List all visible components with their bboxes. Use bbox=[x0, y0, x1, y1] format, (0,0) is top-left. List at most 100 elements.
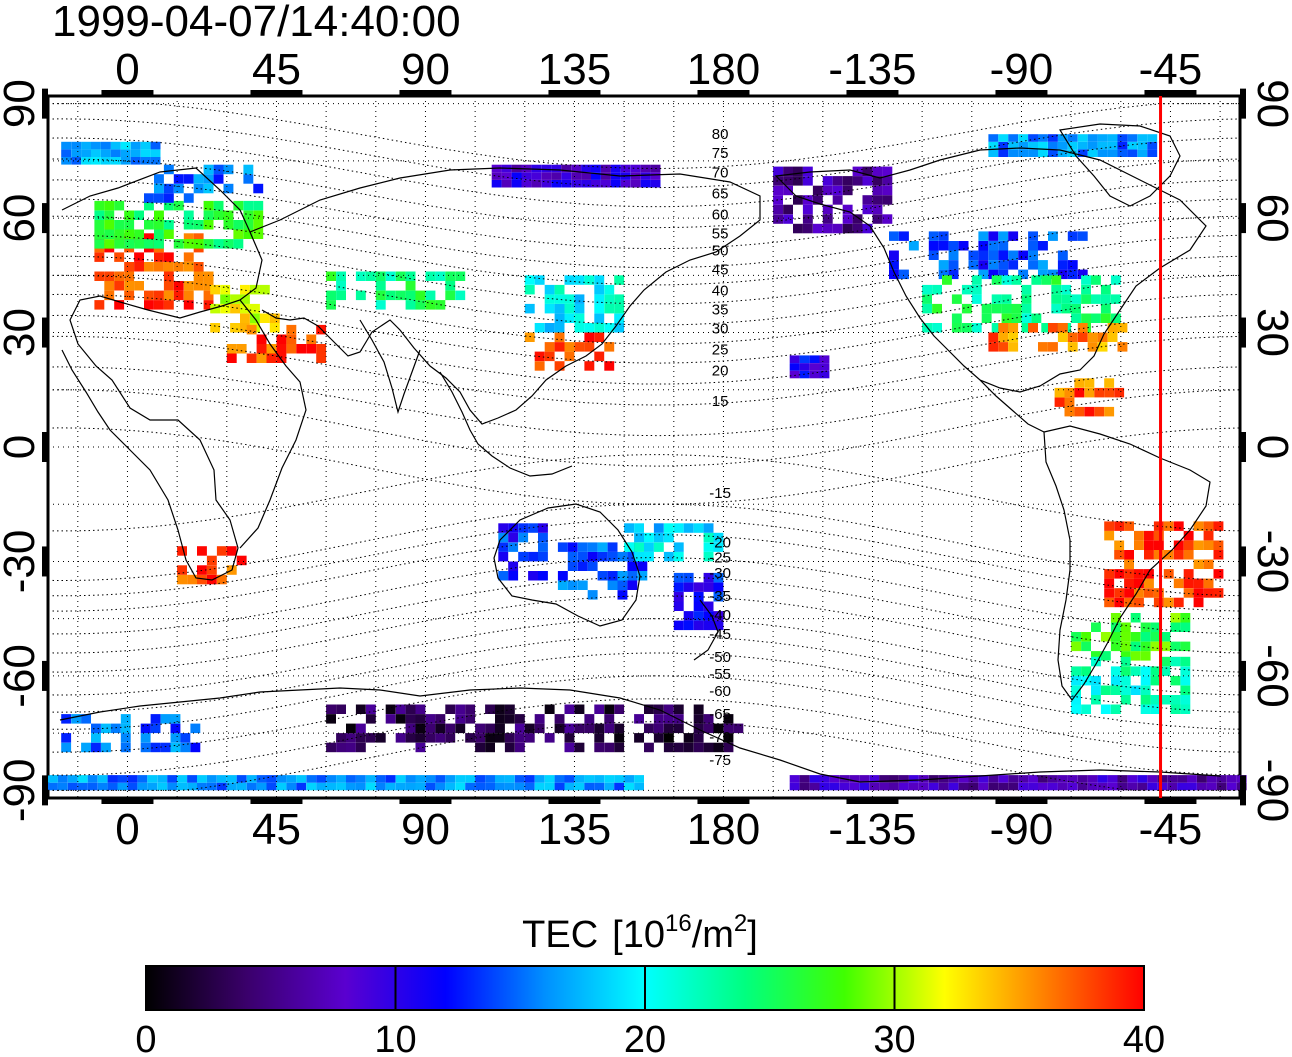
tec-cell bbox=[948, 269, 959, 280]
tec-cell bbox=[783, 166, 793, 177]
tec-cell bbox=[365, 704, 376, 714]
tec-cell bbox=[802, 223, 813, 234]
tec-cell bbox=[256, 334, 267, 344]
tec-cell bbox=[504, 733, 515, 743]
tec-cell bbox=[693, 742, 704, 753]
outline-asia bbox=[249, 167, 761, 425]
tec-region-tasman bbox=[624, 523, 724, 562]
tec-cell bbox=[1117, 149, 1128, 157]
tec-cell bbox=[594, 742, 605, 753]
tec-cell bbox=[614, 704, 625, 714]
tec-cell bbox=[538, 571, 548, 581]
tec-cell bbox=[554, 775, 565, 783]
tec-cell bbox=[1018, 250, 1029, 260]
tec-cell bbox=[564, 275, 575, 285]
tec-cell bbox=[1130, 685, 1141, 695]
tec-cell bbox=[723, 714, 734, 724]
tec-cell bbox=[564, 294, 575, 304]
tec-cell bbox=[1117, 775, 1128, 783]
tec-cell bbox=[1213, 550, 1224, 560]
tec-cell bbox=[1120, 675, 1131, 686]
tec-cell bbox=[591, 172, 601, 180]
tec-cell bbox=[673, 723, 684, 734]
tec-cell bbox=[534, 275, 545, 285]
tec-cell bbox=[634, 782, 644, 791]
tec-cell bbox=[640, 179, 651, 188]
frame-tick-lon bbox=[697, 90, 750, 96]
tec-cell bbox=[1048, 775, 1058, 783]
tec-cell bbox=[336, 742, 346, 753]
tec-cell bbox=[564, 704, 575, 714]
tec-cell bbox=[998, 269, 1009, 280]
tec-cell bbox=[170, 742, 181, 753]
tec-cell bbox=[971, 323, 982, 333]
tec-cell bbox=[693, 704, 704, 714]
lat-tick-left: 30 bbox=[0, 308, 44, 357]
tec-cell bbox=[117, 782, 128, 791]
tec-cell bbox=[144, 262, 154, 272]
tec-cell bbox=[1170, 675, 1181, 686]
tec-cell bbox=[634, 532, 644, 543]
tec-cell bbox=[693, 611, 704, 621]
tec-cell bbox=[604, 294, 615, 304]
tec-cell bbox=[415, 742, 426, 753]
tec-cell bbox=[663, 532, 674, 543]
tec-cell bbox=[316, 782, 327, 791]
tec-cell bbox=[197, 546, 207, 556]
tec-cell bbox=[922, 303, 932, 314]
tec-cell bbox=[475, 723, 485, 734]
tec-cell bbox=[508, 532, 519, 543]
tec-cell bbox=[852, 176, 863, 186]
tec-cell bbox=[187, 782, 197, 791]
tec-cell bbox=[1160, 641, 1171, 652]
tec-cell bbox=[604, 704, 615, 714]
tec-cell bbox=[147, 775, 158, 783]
tec-cell bbox=[1081, 632, 1091, 642]
tec-cell bbox=[240, 294, 250, 304]
tec-cell bbox=[922, 284, 932, 295]
tec-cell bbox=[415, 290, 426, 301]
tec-cell bbox=[1087, 332, 1098, 342]
lon-tick-bottom: -135 bbox=[828, 805, 916, 854]
tec-cell bbox=[822, 223, 833, 234]
tec-cell bbox=[1064, 397, 1075, 407]
tec-cell bbox=[246, 782, 257, 791]
tec-cell bbox=[597, 571, 608, 581]
tec-cell bbox=[405, 714, 416, 724]
tec-cell bbox=[266, 344, 277, 354]
magnetic-contour bbox=[47, 518, 1241, 597]
colorbar-tick-label: 10 bbox=[374, 1019, 416, 1057]
tec-cell bbox=[206, 555, 217, 566]
tec-cell bbox=[1153, 521, 1164, 531]
tec-cell bbox=[150, 157, 161, 165]
tec-cell bbox=[256, 775, 267, 783]
tec-cell bbox=[574, 323, 585, 333]
tec-cell bbox=[819, 370, 830, 379]
tec-cell bbox=[124, 281, 135, 291]
tec-cell bbox=[177, 546, 187, 556]
tec-cell bbox=[236, 344, 247, 354]
tec-cell bbox=[773, 214, 783, 224]
magnetic-latitude-label: -25 bbox=[709, 550, 731, 567]
tec-cell bbox=[243, 174, 254, 184]
tec-cell bbox=[541, 172, 552, 180]
tec-cell bbox=[375, 782, 386, 791]
tec-cell bbox=[144, 200, 154, 211]
tec-cell bbox=[425, 300, 436, 310]
tec-cell bbox=[193, 220, 204, 230]
tec-cell bbox=[534, 714, 545, 724]
tec-cell bbox=[1134, 530, 1144, 541]
tec-cell bbox=[104, 281, 115, 291]
tec-cell bbox=[1130, 632, 1141, 642]
tec-cell bbox=[180, 733, 191, 743]
tec-cell bbox=[1008, 342, 1019, 352]
tec-cell bbox=[495, 704, 505, 714]
tec-cell bbox=[1100, 284, 1111, 295]
frame-tick-lon bbox=[846, 798, 899, 804]
frame-tick-lon bbox=[101, 90, 154, 96]
tec-cell bbox=[604, 723, 615, 734]
tec-cell bbox=[154, 220, 164, 230]
tec-cell bbox=[243, 220, 254, 230]
tec-cell bbox=[822, 185, 833, 196]
tec-cell bbox=[534, 775, 545, 783]
